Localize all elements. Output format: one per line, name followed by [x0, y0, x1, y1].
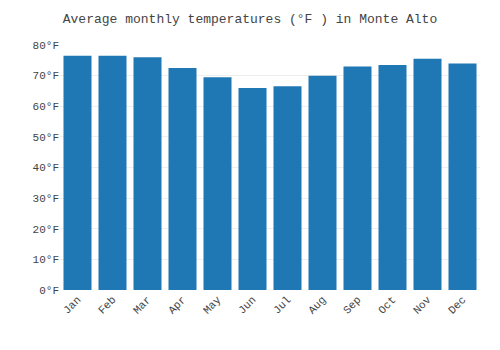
svg-text:Feb: Feb — [96, 294, 118, 316]
svg-text:Nov: Nov — [411, 294, 434, 317]
svg-text:80°F: 80°F — [33, 40, 59, 52]
svg-text:30°F: 30°F — [33, 193, 59, 205]
svg-text:10°F: 10°F — [33, 254, 59, 266]
svg-text:Apr: Apr — [166, 294, 188, 316]
svg-text:Aug: Aug — [306, 294, 328, 316]
svg-text:20°F: 20°F — [33, 224, 59, 236]
svg-text:Dec: Dec — [446, 294, 468, 316]
svg-text:0°F: 0°F — [39, 285, 59, 297]
svg-text:Jun: Jun — [236, 294, 258, 316]
svg-text:40°F: 40°F — [33, 162, 59, 174]
svg-text:Average monthly temperatures (: Average monthly temperatures (°F ) in Mo… — [63, 12, 437, 27]
svg-text:Jan: Jan — [61, 294, 83, 316]
svg-text:60°F: 60°F — [33, 101, 59, 113]
svg-text:Oct: Oct — [376, 294, 398, 316]
svg-text:Jul: Jul — [271, 294, 293, 316]
svg-text:Sep: Sep — [341, 294, 363, 316]
svg-text:70°F: 70°F — [33, 70, 59, 82]
svg-text:50°F: 50°F — [33, 132, 59, 144]
svg-text:May: May — [201, 294, 224, 317]
svg-text:Mar: Mar — [131, 294, 153, 316]
